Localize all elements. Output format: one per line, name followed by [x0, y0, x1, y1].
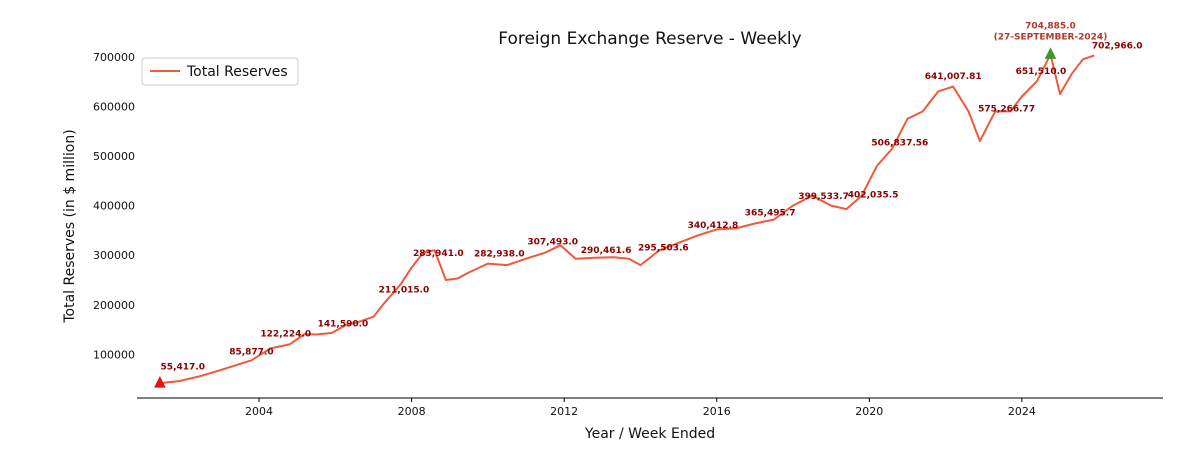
data-label: 122,224.0 [260, 329, 311, 339]
chart-title: Foreign Exchange Reserve - Weekly [498, 29, 801, 49]
x-tick-label: 2012 [550, 405, 578, 418]
y-tick-label: 500000 [93, 150, 135, 163]
data-label: 295,503.6 [638, 243, 689, 253]
data-label: 340,412.8 [688, 221, 739, 231]
peak-value-label: 704,885.0 [1025, 21, 1076, 31]
data-labels: 55,417.0 85,877.0 122,224.0 141,590.0 211,01… [161, 21, 1143, 372]
peak-date-label: (27-SEPTEMBER-2024) [994, 32, 1108, 42]
series-line-total-reserves[interactable] [159, 53, 1095, 385]
peak-marker[interactable] [1044, 47, 1057, 59]
data-label: 651,510.0 [1016, 67, 1067, 77]
data-label: 506,837.56 [871, 139, 928, 149]
legend-box [141, 57, 299, 86]
data-label: 399,533.7 [798, 192, 849, 202]
data-label: 575,266.77 [978, 105, 1035, 115]
start-marker[interactable] [154, 376, 166, 388]
data-label: 402,035.5 [848, 191, 899, 201]
legend-entry-total-reserves: Total Reserves [186, 64, 288, 80]
x-tick-label: 2008 [398, 405, 426, 418]
data-label: 702,966.0 [1092, 41, 1143, 51]
y-tick-label: 700000 [93, 51, 135, 64]
x-tick-label: 2024 [1008, 405, 1036, 418]
x-tick-label: 2016 [703, 405, 731, 418]
data-label: 641,007.81 [925, 72, 982, 82]
data-label: 307,493.0 [527, 237, 578, 247]
data-label: 365,495.7 [745, 209, 796, 219]
x-axis-label: Year / Week Ended [584, 426, 715, 442]
data-label: 55,417.0 [161, 362, 205, 372]
x-ticks: 2004 2008 2012 2016 2020 2024 [245, 398, 1036, 418]
plot-area [154, 47, 1095, 388]
y-tick-label: 600000 [93, 100, 135, 113]
x-tick-label: 2020 [855, 405, 883, 418]
y-ticks: 100000 200000 300000 400000 500000 600000 7000… [93, 51, 135, 362]
data-label: 283,941.0 [413, 249, 464, 259]
data-label: 211,015.0 [379, 285, 430, 295]
data-label: 290,461.6 [581, 246, 632, 256]
y-axis-label: Total Reserves (in $ million) [62, 129, 78, 323]
data-label: 141,590.0 [318, 320, 369, 330]
data-label: 85,877.0 [229, 347, 273, 357]
y-tick-label: 300000 [93, 249, 135, 262]
data-label: 282,938.0 [474, 250, 525, 260]
x-tick-label: 2004 [245, 405, 273, 418]
y-tick-label: 100000 [93, 348, 135, 361]
y-tick-label: 200000 [93, 299, 135, 312]
legend[interactable]: Total Reserves [141, 57, 299, 86]
y-tick-label: 400000 [93, 200, 135, 213]
